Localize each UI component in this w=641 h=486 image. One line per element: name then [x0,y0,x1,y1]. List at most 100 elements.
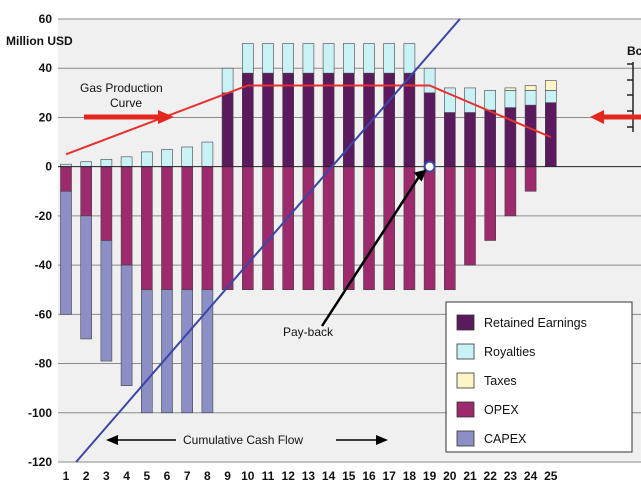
bar-segment [262,43,274,74]
x-tick-label: 21 [463,469,477,483]
bar-segment [100,158,113,167]
y-tick-label: -100 [28,406,52,420]
x-tick-label: 2 [83,469,90,483]
bar-segment [221,92,234,167]
legend-swatch [456,372,475,389]
x-tick-label: 19 [423,469,437,483]
legend-swatch [456,430,475,447]
bar-segment [120,166,133,266]
bar-segment [464,166,476,266]
y-tick-label: 0 [45,160,52,174]
bar-segment [221,166,234,291]
payback-arrow-shaft [320,171,423,327]
payback-label: Pay-back [283,325,334,339]
y-tick-label: 60 [39,12,53,26]
bar-segment [221,67,234,94]
legend-swatch [456,343,475,360]
x-tick-label: 3 [103,469,110,483]
bars [60,43,557,414]
bar-segment [443,87,456,113]
bar-segment [423,92,436,167]
bar-segment [120,264,133,387]
bar-segment [363,166,375,291]
x-tick-label: 15 [342,469,356,483]
bar-segment [141,151,153,167]
bar-segment [423,67,436,94]
x-tick-label: 24 [524,469,538,483]
payback-arrow-head [413,169,427,182]
legend-label: Taxes [484,374,517,388]
annotation-arrows [84,110,641,445]
bar-segment [504,90,517,108]
bar-segment [484,166,497,241]
bar-segment [443,112,456,167]
bar-segment [161,149,173,167]
bar-segment [383,72,396,167]
x-tick-label: 12 [282,469,296,483]
y-tick-label: -80 [35,357,53,371]
bar-segment [342,166,355,291]
bar-segment [484,109,497,167]
x-tick-label: 25 [544,469,558,483]
bar-segment [242,166,254,291]
bar-segment [262,166,274,291]
bar-segment [60,166,72,192]
bar-segment [504,107,517,167]
bar-segment [80,166,92,217]
y-tick-label: 40 [39,61,53,75]
bar-segment [201,289,214,414]
bar-segment [201,166,214,291]
gas-production-curve [65,84,552,156]
legend-label: CAPEX [484,432,527,446]
legend: Retained Earnings Royalties Taxes OPEX CAPEX [445,301,633,453]
bar-segment [282,166,295,291]
x-tick-label: 22 [484,469,498,483]
x-tick-label: 10 [241,469,255,483]
x-tick-label: 16 [362,469,376,483]
bar-segment [544,90,557,103]
bar-segment [464,112,476,167]
x-tick-label: 18 [403,469,417,483]
cumulative-arrow-left-head [106,435,118,445]
bar-segment [524,104,537,167]
bar-segment [443,166,456,291]
x-tick-label: 17 [383,469,397,483]
bar-segment [403,43,416,74]
bar-segment [302,166,315,291]
bar-segment [383,43,396,74]
bar-segment [363,43,375,74]
bar-segment [322,166,335,291]
legend-swatch [456,314,475,331]
bar-segment [342,43,355,74]
bar-segment [141,289,153,414]
x-tick-labels: 1 2 3 4 5 6 7 8 9 10 11 12 13 14 15 16 17 18 19 20 21 22 23 24 2… [63,469,558,483]
legend-swatch [456,401,475,418]
bar-segment [262,72,274,167]
y-tick-label: -40 [35,258,53,272]
y-tick-label: -60 [35,307,53,321]
bar-segment [141,166,153,291]
bar-segment [100,240,113,362]
bar-segment [322,72,335,167]
legend-label: OPEX [484,403,519,417]
x-tick-label: 9 [224,469,231,483]
x-tick-label: 1 [63,469,70,483]
x-tick-label: 20 [443,469,457,483]
bar-segment [484,90,497,111]
cumulative-arrow-right-head [376,435,388,445]
x-tick-label: 8 [204,469,211,483]
bar-segment [120,156,133,167]
y-tick-label: -120 [28,455,52,469]
legend-label: Royalties [484,345,535,359]
x-tick-label: 6 [164,469,171,483]
gas-production-label-line1: Gas Production [80,81,163,95]
bar-segment [504,166,517,217]
gas-arrow-left-head [158,110,174,124]
bar-segment [403,72,416,167]
legend-box [445,301,633,453]
bar-segment [282,43,295,74]
payback-point [423,160,436,173]
bar-segment [181,146,193,167]
bar-segment [524,85,537,91]
bar-segment [524,90,537,106]
